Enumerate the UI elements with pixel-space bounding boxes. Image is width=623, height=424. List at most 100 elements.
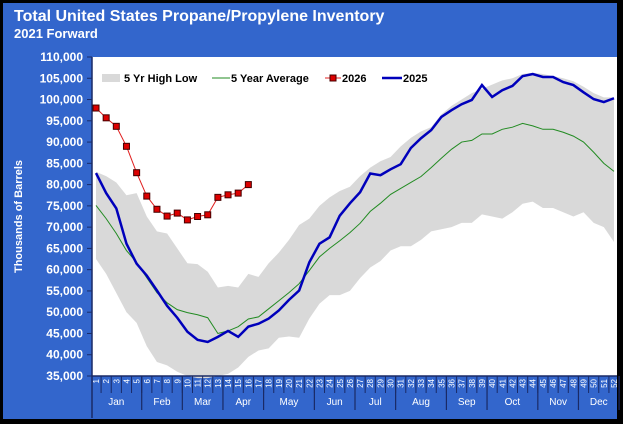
x-tick-label: 25 [336, 378, 345, 387]
y-tick-label: 60,000 [46, 263, 83, 277]
y-axis-label: Thousands of Barrels [13, 160, 25, 273]
data-point-2026 [92, 104, 100, 112]
x-tick-label: 20 [285, 378, 294, 387]
x-tick-label: 28 [366, 378, 375, 387]
legend-label-2025: 2025 [403, 73, 427, 85]
y-tick-label: 40,000 [46, 348, 83, 362]
month-label: Jan [108, 397, 124, 408]
x-tick-label: 26 [346, 378, 355, 387]
data-point-2026 [153, 205, 161, 213]
x-tick-label: 49 [580, 378, 589, 387]
month-label: Feb [153, 397, 171, 408]
y-tick-label: 55,000 [46, 284, 83, 298]
x-tick-label: 33 [417, 378, 426, 387]
y-tick-label: 75,000 [46, 199, 83, 213]
x-tick-label: 7 [153, 378, 162, 383]
legend-swatch-band [102, 74, 120, 82]
x-tick-label: 45 [539, 378, 548, 387]
data-point-2026 [133, 169, 141, 177]
y-tick-label: 95,000 [46, 114, 83, 128]
x-tick-label: 39 [478, 378, 487, 387]
x-tick-label: 19 [275, 378, 284, 387]
x-tick-label: 34 [427, 378, 436, 387]
x-tick-label: 21 [295, 378, 304, 387]
band-5yr-high-low [96, 72, 614, 379]
y-tick-label: 35,000 [46, 369, 83, 383]
x-tick-label: 11 [194, 378, 203, 387]
x-tick-label: 24 [326, 378, 335, 387]
x-tick-label: 3 [112, 378, 121, 383]
month-label: Mar [194, 397, 212, 408]
x-tick-label: 2 [102, 378, 111, 383]
x-tick-label: 43 [519, 378, 528, 387]
chart-subtitle: 2021 Forward [14, 26, 98, 41]
x-tick-label: 15 [234, 378, 243, 387]
x-tick-label: 51 [600, 378, 609, 387]
x-tick-label: 29 [376, 378, 385, 387]
chart-title: Total United States Propane/Propylene In… [14, 8, 385, 25]
x-tick-label: 38 [468, 378, 477, 387]
data-point-2026 [183, 216, 191, 224]
data-point-2026 [204, 211, 212, 219]
series-line-2026 [95, 107, 249, 221]
x-tick-label: 18 [265, 378, 274, 387]
legend-label-2026: 2026 [342, 73, 366, 85]
x-tick-label: 46 [549, 378, 558, 387]
y-tick-label: 105,000 [40, 71, 84, 85]
data-point-2026 [102, 114, 110, 122]
x-tick-label: 36 [447, 378, 456, 387]
y-tick-label: 80,000 [46, 178, 83, 192]
month-label: Dec [590, 397, 608, 408]
x-tick-label: 13 [214, 378, 223, 387]
x-tick-label: 41 [498, 378, 507, 387]
data-point-2026 [143, 192, 151, 200]
x-tick-label: 16 [244, 378, 253, 387]
legend-label-avg: 5 Year Average [231, 73, 309, 85]
legend-marker-2026 [329, 74, 337, 82]
month-label: Jul [369, 397, 382, 408]
x-tick-label: 22 [305, 378, 314, 387]
x-tick-label: 50 [590, 378, 599, 387]
x-tick-label: 30 [387, 378, 396, 387]
y-tick-label: 100,000 [40, 93, 84, 107]
x-tick-label: 4 [122, 378, 131, 383]
x-tick-label: 47 [559, 378, 568, 387]
x-tick-label: 52 [610, 378, 619, 387]
x-tick-label: 10 [183, 378, 192, 387]
data-point-2026 [163, 212, 171, 220]
x-tick-label: 6 [143, 378, 152, 383]
x-tick-label: 32 [407, 378, 416, 387]
y-tick-label: 110,000 [40, 50, 83, 64]
month-label: Jun [327, 397, 343, 408]
x-tick-label: 23 [315, 378, 324, 387]
y-tick-label: 70,000 [46, 220, 83, 234]
x-tick-label: 48 [569, 378, 578, 387]
x-tick-label: 44 [529, 378, 538, 387]
data-point-2026 [244, 181, 252, 189]
x-tick-label: 35 [437, 378, 446, 387]
data-point-2026 [234, 189, 242, 197]
month-label: Oct [505, 397, 521, 408]
month-label: May [280, 397, 299, 408]
x-tick-label: 8 [163, 378, 172, 383]
month-label: Apr [235, 397, 251, 408]
x-tick-label: 40 [488, 378, 497, 387]
y-tick-label: 90,000 [46, 135, 83, 149]
x-tick-label: 5 [133, 378, 142, 383]
series-line-5-year-average [95, 122, 615, 335]
y-tick-label: 50,000 [46, 305, 83, 319]
x-tick-label: 17 [255, 378, 264, 387]
legend-label-band: 5 Yr High Low [124, 73, 198, 85]
x-tick-label: 1 [92, 378, 101, 383]
data-point-2026 [214, 193, 222, 201]
x-tick-label: 9 [173, 378, 182, 383]
x-tick-label: 31 [397, 378, 406, 387]
data-point-2026 [122, 142, 130, 150]
x-tick-label: 42 [508, 378, 517, 387]
y-tick-label: 65,000 [46, 241, 83, 255]
x-tick-label: 14 [224, 378, 233, 387]
data-point-2026 [173, 209, 181, 217]
y-tick-label: 45,000 [46, 326, 83, 340]
